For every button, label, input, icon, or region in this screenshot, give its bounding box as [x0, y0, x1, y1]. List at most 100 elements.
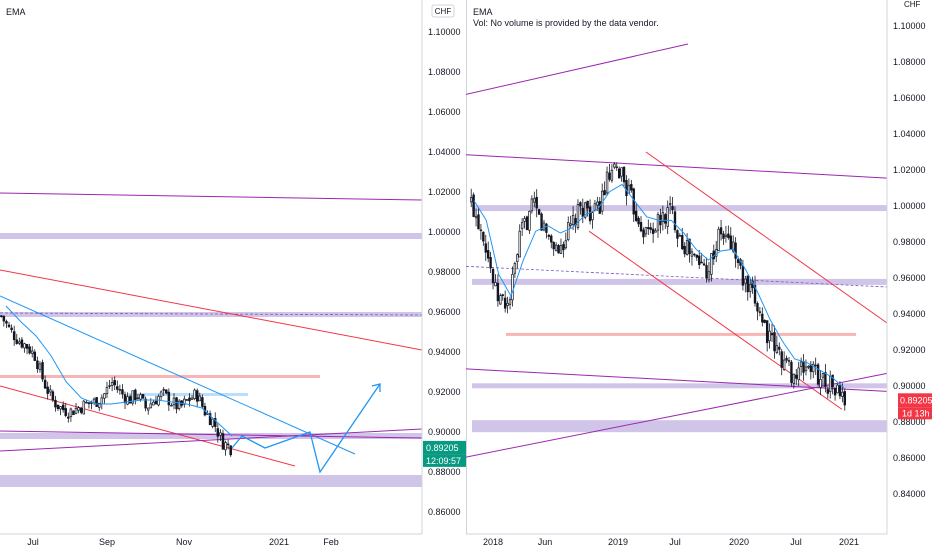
left-candle-body	[100, 397, 104, 405]
right-candle-body	[785, 357, 788, 361]
right-candle-body	[821, 373, 825, 378]
right-zone-090	[472, 383, 887, 389]
right-x-tick: Jun	[538, 537, 553, 547]
left-candle-body	[195, 390, 199, 402]
left-y-tick: 0.90000	[428, 427, 461, 437]
left-candle-body	[103, 393, 106, 399]
left-chart-pane[interactable]: EMA CHF 1.10000 1.08000 1.06000 1.04000 1.020…	[0, 0, 466, 550]
right-candle-body	[491, 269, 495, 284]
left-candle-body	[33, 351, 37, 361]
left-candle-body	[213, 418, 217, 427]
left-candle-body	[49, 389, 52, 393]
right-candle-body	[586, 200, 589, 209]
right-candle-body	[508, 299, 512, 305]
left-candle-body	[90, 402, 93, 404]
right-candle-body	[690, 251, 694, 257]
left-candle-body	[198, 395, 202, 402]
right-x-tick: 2018	[483, 537, 503, 547]
right-candle-body	[824, 372, 827, 387]
left-candle-body	[175, 397, 178, 410]
right-candle-body	[562, 244, 565, 251]
right-x-tick: 2021	[839, 537, 859, 547]
right-candle-body	[756, 303, 759, 312]
left-projection-path	[231, 383, 381, 474]
left-candle-body	[69, 408, 73, 418]
left-chart-svg[interactable]: CHF 1.10000 1.08000 1.06000 1.04000 1.02000 1.…	[0, 0, 466, 550]
left-y-tick: 1.06000	[428, 107, 461, 117]
right-candle-body	[693, 253, 696, 256]
left-purple-line-a	[0, 430, 423, 439]
right-y-tick: 0.96000	[893, 273, 926, 283]
right-candle-body	[525, 216, 529, 231]
right-candle-body	[552, 241, 555, 250]
right-candle-body	[506, 302, 509, 306]
left-candle-body	[141, 394, 145, 399]
right-candle-body	[676, 230, 679, 239]
right-candle-body	[610, 169, 614, 181]
right-candle-body	[841, 391, 844, 397]
right-candle-body	[707, 271, 711, 281]
right-y-tick: 0.90000	[893, 381, 926, 391]
right-candle-body	[613, 163, 616, 168]
right-y-tick: 0.92000	[893, 345, 926, 355]
right-candle-body	[470, 197, 473, 203]
right-candle-body	[763, 320, 766, 323]
right-chart-pane[interactable]: EMA Vol: No volume is provided by the da…	[466, 0, 932, 550]
right-chart-svg[interactable]: CHF 1.10000 1.08000 1.06000 1.04000 1.02000 1.…	[466, 0, 932, 550]
right-candle-body	[649, 227, 652, 230]
left-candle-body	[64, 408, 67, 416]
left-candle-body	[193, 389, 196, 400]
right-candle-body	[513, 263, 517, 274]
right-candle-body	[787, 360, 791, 362]
right-candle-body	[535, 196, 538, 209]
right-candle-body	[698, 255, 701, 265]
left-candle-body	[59, 406, 62, 410]
left-candle-body	[116, 386, 119, 390]
right-candle-body	[591, 212, 594, 221]
left-candle-body	[136, 397, 140, 399]
right-candle-body	[484, 243, 487, 253]
left-candle-body	[85, 401, 88, 404]
right-candle-body	[547, 234, 551, 237]
left-candle-body	[190, 397, 194, 400]
left-candle-body	[172, 397, 176, 406]
right-candle-body	[736, 259, 740, 263]
right-x-tick: 2019	[608, 537, 628, 547]
right-candle-body	[644, 227, 648, 235]
left-countdown-badge	[423, 454, 466, 467]
right-candle-body	[588, 206, 592, 222]
right-candle-body	[705, 265, 708, 279]
right-candle-body	[617, 168, 621, 179]
right-y-tick: 0.88000	[893, 417, 926, 427]
left-y-tick: 0.92000	[428, 387, 461, 397]
left-x-tick: Nov	[176, 537, 193, 547]
right-last-price: 0.89205	[900, 395, 932, 405]
right-candle-body	[571, 215, 575, 225]
right-candle-body	[656, 213, 660, 231]
right-candle-body	[511, 274, 514, 301]
left-candle-body	[126, 396, 129, 405]
left-candle-body	[97, 402, 101, 408]
left-candle-body	[226, 443, 230, 446]
left-candle-body	[12, 331, 16, 341]
left-currency-badge	[431, 4, 455, 18]
left-candle-body	[5, 321, 8, 324]
right-pane-divider	[466, 0, 467, 534]
right-candle-body	[630, 184, 633, 191]
left-candle-body	[110, 382, 114, 386]
right-candle-body	[499, 295, 502, 305]
left-candle-body	[229, 445, 232, 456]
left-candle-body	[77, 407, 80, 411]
left-candle-body	[23, 343, 26, 349]
right-candle-body	[838, 385, 842, 397]
right-candle-body	[520, 221, 524, 229]
right-candle-body	[666, 207, 669, 227]
right-candle-body	[622, 166, 626, 183]
right-candle-body	[528, 210, 531, 231]
left-candle-body	[211, 418, 214, 427]
right-candle-body	[790, 361, 793, 383]
right-candle-body	[673, 211, 677, 231]
right-candle-body	[732, 241, 735, 252]
right-candle-body	[486, 250, 490, 259]
left-last-price: 0.89205	[426, 443, 459, 453]
